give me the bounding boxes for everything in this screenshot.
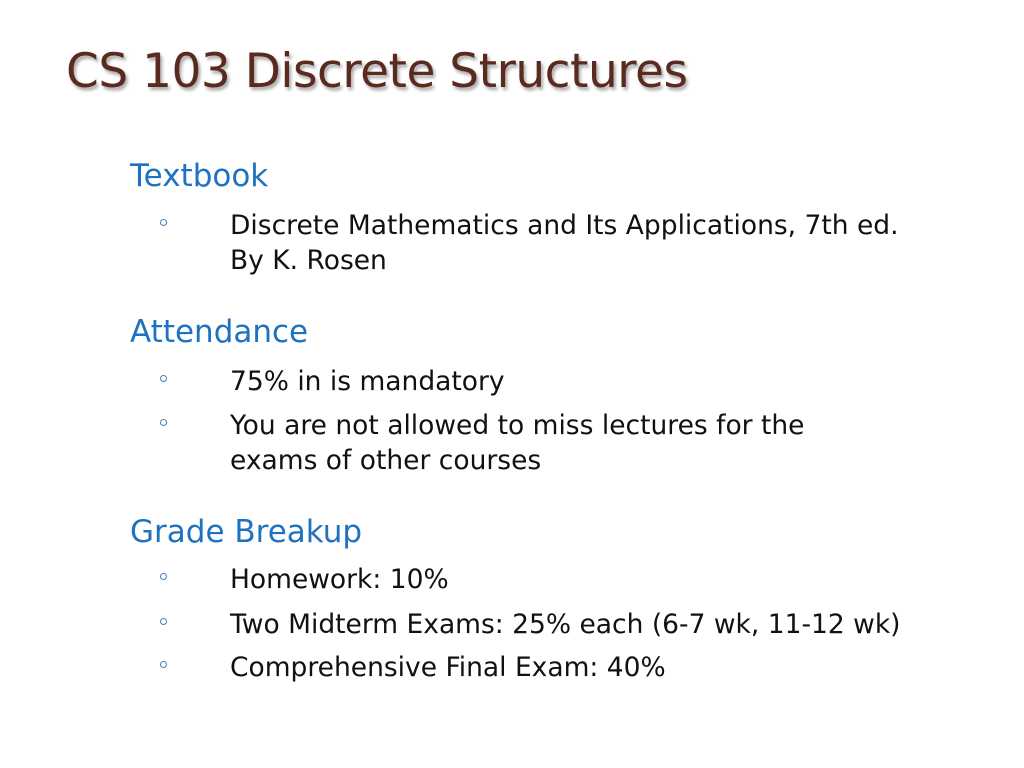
bullet-circle-icon	[160, 219, 167, 226]
item-line: You are not allowed to miss lectures for…	[230, 410, 805, 441]
heading-attendance: Attendance	[130, 314, 309, 350]
item-line: exams of other courses	[230, 445, 542, 476]
bullet-circle-icon	[160, 573, 167, 580]
bullet-circle-icon	[160, 618, 167, 625]
item-line: By K. Rosen	[230, 245, 387, 276]
list-item: Comprehensive Final Exam: 40%	[160, 650, 1000, 685]
bullet-circle-icon	[160, 661, 167, 668]
item-line: Two Midterm Exams: 25% each (6-7 wk, 11-…	[230, 609, 901, 640]
bullet-circle-icon	[160, 419, 167, 426]
list-item: Homework: 10%	[160, 562, 1000, 597]
list-item: Two Midterm Exams: 25% each (6-7 wk, 11-…	[160, 607, 1000, 642]
bullet-circle-icon	[160, 375, 167, 382]
heading-textbook: Textbook	[130, 158, 269, 194]
list-item: Discrete Mathematics and Its Application…	[160, 208, 1000, 278]
item-line: Discrete Mathematics and Its Application…	[230, 210, 899, 241]
item-line: 75% in is mandatory	[230, 366, 505, 397]
heading-grade-breakup: Grade Breakup	[130, 514, 363, 550]
slide-title: CS 103 Discrete Structures	[66, 44, 688, 99]
list-item: You are not allowed to miss lectures for…	[160, 408, 1000, 478]
item-line: Homework: 10%	[230, 564, 449, 595]
list-item: 75% in is mandatory	[160, 364, 1000, 399]
item-line: Comprehensive Final Exam: 40%	[230, 652, 666, 683]
